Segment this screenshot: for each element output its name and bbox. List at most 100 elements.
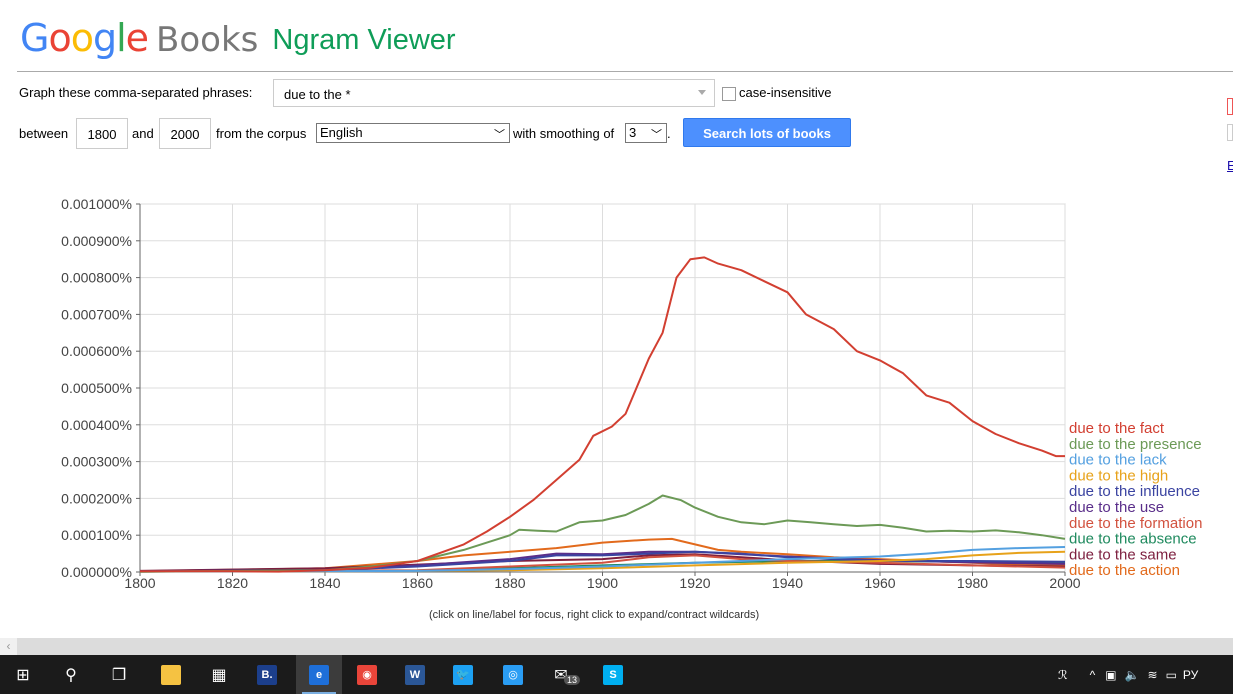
phrases-dropdown-arrow-icon[interactable] [698,90,706,95]
and-label: and [132,126,154,141]
series-label[interactable]: due to the formation [1069,515,1202,532]
between-label: between [19,126,69,141]
scroll-left-arrow-icon[interactable]: ‹ [0,638,17,655]
y-tick-label: 0.000000% [61,564,132,580]
series-line[interactable] [139,554,1066,573]
series-label[interactable]: due to the high [1069,467,1168,484]
phrases-input-value: due to the * [284,87,351,102]
y-tick-label: 0.000200% [61,490,132,506]
series-line[interactable] [140,256,1065,573]
x-tick-label: 1900 [587,575,618,591]
series-label[interactable]: due to the absence [1069,531,1197,548]
mail-icon[interactable]: ✉ 13 [538,655,584,694]
skype-icon[interactable]: S [590,655,636,694]
google-books-logo[interactable]: Google Books Ngram Viewer [20,16,456,66]
y-tick-label: 0.000700% [61,306,132,322]
chart-hint: (click on line/label for focus, right cl… [429,609,760,621]
file-explorer-icon-glyph [161,664,181,685]
file-explorer-icon[interactable] [148,655,194,694]
series-label[interactable]: due to the presence [1069,436,1202,453]
edge-icon[interactable]: e [296,655,342,694]
battery-icon[interactable]: ▭ [1165,667,1177,682]
x-tick-label: 1880 [494,575,525,591]
year-start-input[interactable]: 1800 [76,118,128,149]
series-label[interactable]: due to the influence [1069,483,1200,500]
y-tick-label: 0.000400% [61,417,132,433]
y-tick-label: 0.000300% [61,454,132,470]
system-tray: ℛ ^ ▣ 🔈 ≋ ▭ РУ [1058,655,1198,694]
horizontal-scrollbar[interactable]: ‹ [0,638,1233,655]
ngram-chart[interactable]: 1800 1820 1840 1860 1880 1900 1920 1940 1960 1980… [0,190,1233,610]
x-tick-label: 2000 [1049,575,1080,591]
y-tick-label: 0.000600% [61,343,132,359]
search-icon[interactable]: ⚲ [65,666,77,684]
edge-icon-glyph: e [309,664,329,685]
x-tick-label: 1980 [957,575,988,591]
logo-google: Google [20,16,149,60]
x-tick-label: 1860 [402,575,433,591]
case-insensitive-label[interactable]: case-insensitive [739,85,832,100]
logo-books: Books [156,20,259,60]
phrases-label: Graph these comma-separated phrases: [19,85,253,100]
store-icon[interactable]: ▦ [211,666,227,684]
year-end-input[interactable]: 2000 [159,118,211,149]
right-edge-control-2[interactable] [1227,124,1233,141]
word-icon-glyph: W [405,664,425,685]
task-view-icon[interactable]: ❐ [111,666,127,684]
wifi-icon[interactable]: ≋ [1147,667,1158,682]
x-tick-label: 1960 [864,575,895,591]
camera-app-icon-glyph: ◎ [503,664,523,685]
chevron-down-icon: ﹀ [651,129,662,141]
search-button[interactable]: Search lots of books [683,118,851,147]
windows-taskbar: ℛ ^ ▣ 🔈 ≋ ▭ РУ ⊞ ⚲ ❐ ▦ B. e ◉ W 🐦 ◎ ✉ 13 S [0,655,1233,694]
y-tick-label: 0.000900% [61,233,132,249]
word-icon[interactable]: W [392,655,438,694]
smoothing-select-value: 3 [629,125,637,140]
header-divider [17,71,1233,72]
y-tick-label: 0.001000% [61,196,132,212]
start-button[interactable]: ⊞ [16,666,30,684]
language-indicator[interactable]: РУ [1182,667,1199,682]
volume-icon[interactable]: 🔈 [1124,667,1140,682]
series-label[interactable]: due to the fact [1069,420,1165,437]
series-label[interactable]: due to the use [1069,499,1164,516]
corpus-select[interactable]: English ﹀ [316,123,510,143]
corpus-label: from the corpus [216,126,307,141]
booking-icon[interactable]: B. [244,655,290,694]
series-label[interactable]: due to the same [1069,546,1177,563]
twitter-icon[interactable]: 🐦 [440,655,486,694]
series-line[interactable] [139,546,1066,573]
right-edge-control[interactable] [1227,98,1233,115]
people-icon[interactable]: ℛ [1058,667,1068,682]
smoothing-label: with smoothing of [513,126,615,141]
x-tick-label: 1800 [124,575,155,591]
camera-app-icon[interactable]: ◎ [490,655,536,694]
chevron-up-icon[interactable]: ^ [1089,667,1096,682]
chrome-icon[interactable]: ◉ [344,655,390,694]
security-icon[interactable]: ▣ [1105,667,1117,682]
smoothing-select[interactable]: 3 ﹀ [625,123,667,143]
right-edge-link[interactable]: E [1227,158,1233,173]
corpus-select-value: English [320,125,363,140]
y-tick-label: 0.000100% [61,527,132,543]
y-tick-label: 0.000500% [61,380,132,396]
case-insensitive-checkbox[interactable] [722,87,736,101]
skype-icon-glyph: S [603,664,623,685]
chevron-down-icon: ﹀ [494,129,505,141]
x-tick-label: 1840 [309,575,340,591]
series-line[interactable] [139,494,1066,573]
series-label[interactable]: due to the lack [1069,452,1167,469]
x-tick-label: 1920 [679,575,710,591]
period: . [667,126,671,141]
y-tick-label: 0.000800% [61,270,132,286]
x-tick-label: 1820 [217,575,248,591]
chrome-icon-glyph: ◉ [357,664,377,685]
x-tick-label: 1940 [772,575,803,591]
twitter-icon-glyph: 🐦 [453,664,473,685]
phrases-input[interactable]: due to the * [273,79,715,107]
logo-ngram-viewer: Ngram Viewer [272,24,456,56]
active-indicator [302,692,336,694]
booking-icon-glyph: B. [257,664,277,685]
mail-badge: 13 [564,675,581,685]
series-label[interactable]: due to the action [1069,562,1180,579]
